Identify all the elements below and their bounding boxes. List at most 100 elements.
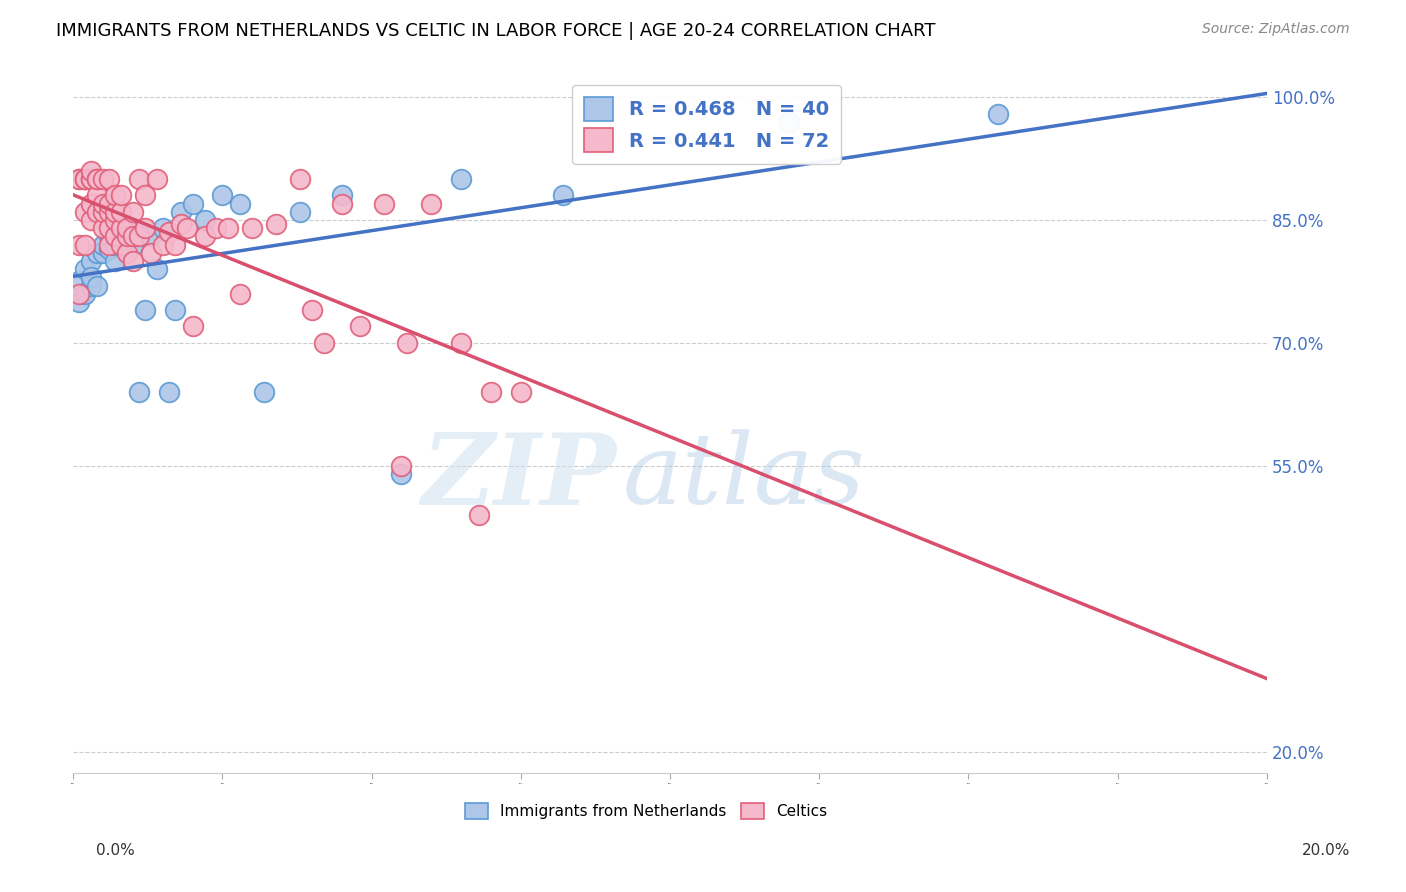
- Point: [509, 384, 531, 399]
- Point: [86, 188, 108, 202]
- Point: [67, 286, 90, 301]
- Point: [373, 196, 395, 211]
- Point: [134, 188, 156, 202]
- Point: [152, 237, 174, 252]
- Point: [75, 237, 97, 252]
- Point: [152, 221, 174, 235]
- Point: [91, 172, 114, 186]
- Legend: Immigrants from Netherlands, Celtics: Immigrants from Netherlands, Celtics: [458, 797, 834, 825]
- Point: [104, 229, 127, 244]
- Point: [86, 245, 108, 260]
- Point: [128, 172, 150, 186]
- Point: [104, 237, 127, 252]
- Point: [217, 221, 239, 235]
- Point: [128, 384, 150, 399]
- Point: [330, 196, 353, 211]
- Point: [181, 196, 204, 211]
- Point: [122, 204, 145, 219]
- Point: [987, 106, 1010, 120]
- Text: IMMIGRANTS FROM NETHERLANDS VS CELTIC IN LABOR FORCE | AGE 20-24 CORRELATION CHA: IMMIGRANTS FROM NETHERLANDS VS CELTIC IN…: [56, 22, 936, 40]
- Point: [349, 319, 371, 334]
- Point: [67, 172, 90, 186]
- Point: [91, 237, 114, 252]
- Point: [450, 335, 472, 350]
- Point: [80, 164, 103, 178]
- Point: [98, 204, 121, 219]
- Point: [169, 204, 191, 219]
- Point: [128, 229, 150, 244]
- Point: [122, 229, 145, 244]
- Point: [193, 213, 215, 227]
- Point: [157, 384, 180, 399]
- Text: atlas: atlas: [623, 429, 865, 524]
- Point: [67, 274, 90, 288]
- Point: [115, 221, 138, 235]
- Point: [86, 172, 108, 186]
- Point: [193, 229, 215, 244]
- Point: [240, 221, 263, 235]
- Point: [115, 229, 138, 244]
- Point: [450, 172, 472, 186]
- Point: [229, 286, 252, 301]
- Point: [134, 221, 156, 235]
- Point: [98, 229, 121, 244]
- Point: [396, 335, 419, 350]
- Point: [110, 225, 132, 239]
- Point: [110, 188, 132, 202]
- Point: [110, 221, 132, 235]
- Point: [169, 217, 191, 231]
- Point: [80, 278, 103, 293]
- Point: [104, 254, 127, 268]
- Point: [75, 204, 97, 219]
- Point: [67, 237, 90, 252]
- Point: [80, 213, 103, 227]
- Point: [312, 335, 335, 350]
- Point: [80, 270, 103, 285]
- Point: [104, 204, 127, 219]
- Point: [86, 204, 108, 219]
- Point: [98, 196, 121, 211]
- Point: [80, 254, 103, 268]
- Point: [229, 196, 252, 211]
- Point: [104, 188, 127, 202]
- Text: Source: ZipAtlas.com: Source: ZipAtlas.com: [1202, 22, 1350, 37]
- Point: [75, 172, 97, 186]
- Point: [288, 204, 311, 219]
- Point: [122, 237, 145, 252]
- Point: [122, 254, 145, 268]
- Point: [122, 221, 145, 235]
- Point: [98, 172, 121, 186]
- Point: [75, 286, 97, 301]
- Point: [139, 229, 162, 244]
- Point: [67, 172, 90, 186]
- Point: [75, 172, 97, 186]
- Point: [67, 294, 90, 309]
- Point: [163, 237, 186, 252]
- Point: [86, 172, 108, 186]
- Point: [80, 172, 103, 186]
- Point: [115, 245, 138, 260]
- Point: [163, 303, 186, 318]
- Point: [264, 217, 287, 231]
- Point: [98, 237, 121, 252]
- Point: [75, 262, 97, 277]
- Point: [104, 213, 127, 227]
- Point: [91, 204, 114, 219]
- Point: [391, 467, 413, 481]
- Point: [80, 196, 103, 211]
- Point: [80, 172, 103, 186]
- Point: [146, 172, 169, 186]
- Point: [91, 245, 114, 260]
- Point: [391, 458, 413, 473]
- Point: [110, 234, 132, 248]
- Point: [91, 196, 114, 211]
- Text: 0.0%: 0.0%: [96, 843, 135, 858]
- Point: [75, 172, 97, 186]
- Point: [330, 188, 353, 202]
- Point: [110, 204, 132, 219]
- Point: [211, 188, 233, 202]
- Point: [253, 384, 276, 399]
- Point: [115, 221, 138, 235]
- Point: [778, 114, 800, 128]
- Point: [134, 303, 156, 318]
